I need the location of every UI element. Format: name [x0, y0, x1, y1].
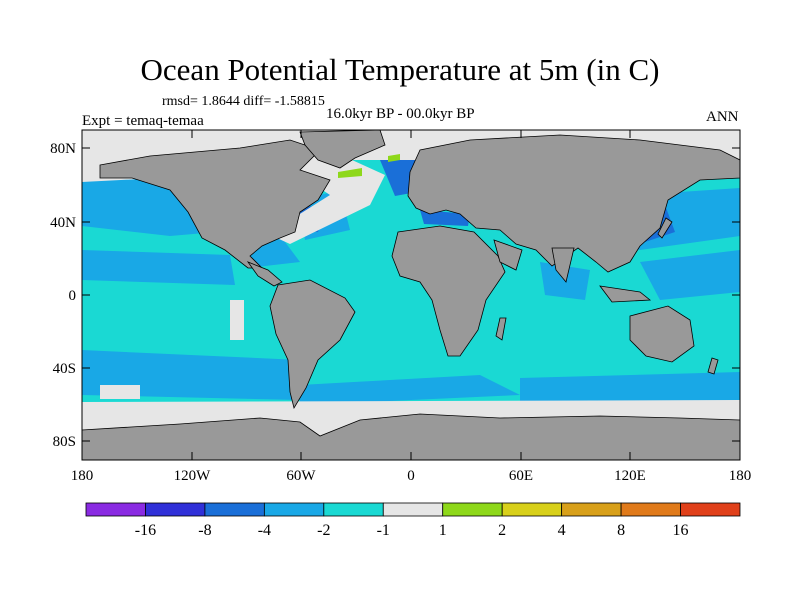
colorbar-label: -2: [317, 522, 330, 539]
season-label: ANN: [706, 109, 739, 125]
lon-tick-marks: [191, 130, 631, 460]
land-greenland: [299, 130, 386, 169]
lon-label: 0: [407, 468, 415, 484]
lon-label: 180: [729, 468, 752, 484]
colorbar-swatch: [323, 502, 384, 517]
land-central-america: [246, 261, 283, 287]
lat-label: 0: [69, 288, 77, 304]
colorbar: [85, 502, 741, 517]
colorbar-label: 1: [439, 522, 447, 539]
lat-label: 40S: [53, 361, 76, 377]
land-africa: [391, 225, 506, 357]
anomaly-band-south-atlantic: [300, 375, 520, 405]
neutral-peru-upwelling: [230, 300, 244, 340]
lon-label: 60E: [509, 468, 533, 484]
colorbar-swatch: [204, 502, 265, 517]
colorbar-label: 16: [673, 522, 689, 539]
colorbar-swatch: [382, 502, 444, 517]
colorbar-swatch: [85, 502, 146, 517]
anomaly-spot-mediterranean: [420, 210, 470, 226]
land-arabia: [493, 239, 523, 271]
colorbar-swatch: [501, 502, 563, 517]
map-title: Ocean Potential Temperature at 5m (in C): [140, 52, 660, 87]
land-masses: [82, 130, 740, 460]
ocean-field: [82, 130, 740, 460]
lon-label: 120W: [174, 468, 212, 484]
land-india: [551, 247, 575, 283]
land-maritime-asia: [599, 285, 652, 303]
positive-spot-barents: [388, 154, 400, 162]
colorbar-labels: -16 -8 -4 -2 -1 1 2 4 8 16: [135, 522, 689, 539]
colorbar-swatch: [620, 502, 681, 517]
land-antarctica: [82, 413, 740, 460]
land-south-america: [269, 279, 356, 410]
colorbar-swatch: [145, 502, 206, 517]
land-australia: [629, 305, 695, 363]
experiment-label: Expt = temaq-temaa: [82, 113, 204, 129]
colorbar-label: -16: [135, 522, 156, 539]
lon-label: 120E: [614, 468, 646, 484]
colorbar-swatch: [561, 502, 622, 517]
land-japan: [657, 217, 673, 239]
anomaly-band-southern-indian: [520, 372, 740, 405]
period-label: 16.0kyr BP - 00.0kyr BP: [326, 106, 475, 122]
lat-tick-marks: [82, 147, 740, 442]
colorbar-swatch: [680, 502, 741, 517]
colorbar-label: -8: [198, 522, 211, 539]
colorbar-label: 8: [617, 522, 625, 539]
land-new-zealand: [707, 357, 719, 375]
land-madagascar: [495, 317, 507, 341]
lat-label: 80N: [50, 141, 76, 157]
lon-label: 60W: [286, 468, 316, 484]
colorbar-label: 2: [498, 522, 506, 539]
lat-label: 80S: [53, 434, 76, 450]
lat-label: 40N: [50, 215, 76, 231]
lon-label: 180: [71, 468, 94, 484]
stats-text: rmsd= 1.8644 diff= -1.58815: [162, 94, 325, 109]
land-eurasia: [407, 134, 740, 273]
positive-spot-greenland-sea: [338, 168, 362, 178]
colorbar-label: 4: [558, 522, 566, 539]
colorbar-label: -4: [258, 522, 271, 539]
anomaly-band-east-pacific-30n: [82, 250, 235, 285]
colorbar-swatch: [263, 502, 325, 517]
colorbar-swatch: [442, 502, 503, 517]
colorbar-label: -1: [377, 522, 390, 539]
anomaly-band-west-pacific: [640, 250, 740, 300]
neutral-southern-patch: [100, 385, 140, 399]
